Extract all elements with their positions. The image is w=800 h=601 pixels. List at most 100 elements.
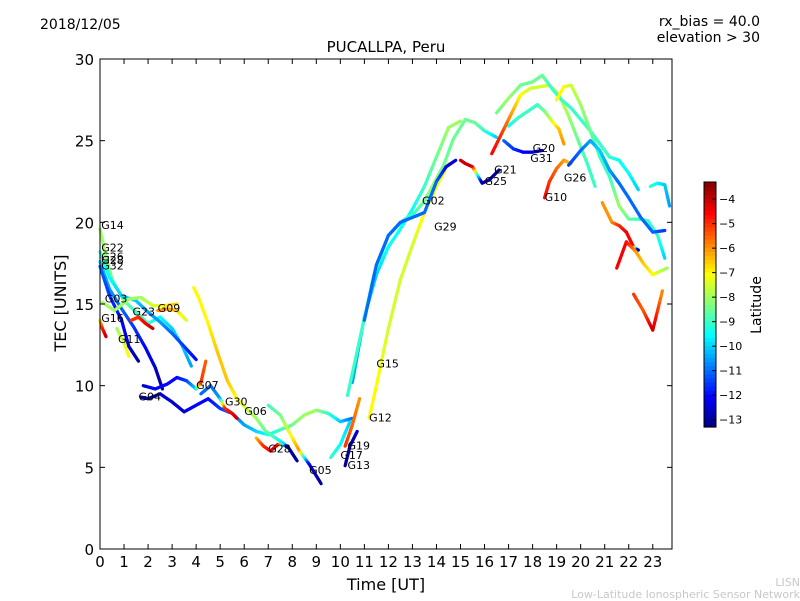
colorbar-band xyxy=(704,407,716,412)
trace-segment xyxy=(195,358,197,360)
x-tick-label: 17 xyxy=(499,553,518,571)
colorbar-band xyxy=(704,239,716,244)
x-tick-label: 5 xyxy=(215,553,225,571)
satellite-label: G04 xyxy=(138,390,161,403)
colorbar-band xyxy=(704,194,716,199)
satellite-label: G23 xyxy=(132,305,155,318)
x-tick-label: 14 xyxy=(427,553,446,571)
colorbar-band xyxy=(704,329,716,334)
trace-segment xyxy=(128,355,129,357)
plot-frame xyxy=(100,59,672,549)
trace-segment xyxy=(459,121,461,122)
colorbar-band xyxy=(704,227,716,232)
x-tick-label: 2 xyxy=(143,553,153,571)
trace-segment xyxy=(236,418,237,419)
colorbar-band xyxy=(704,243,716,248)
colorbar-tick-label: −13 xyxy=(719,414,742,427)
trace-segment xyxy=(190,363,191,366)
colorbar-band xyxy=(704,190,716,195)
colorbar-tick-label: −12 xyxy=(719,389,742,402)
colorbar-band xyxy=(704,358,716,363)
satellite-label: G26 xyxy=(564,172,587,185)
x-tick-label: 21 xyxy=(595,553,614,571)
colorbar-band xyxy=(704,378,716,383)
trace-segment xyxy=(185,319,186,320)
trace-g02 xyxy=(348,119,497,395)
satellite-label: G07 xyxy=(196,379,219,392)
satellite-label: G32 xyxy=(101,260,124,273)
trace-segment xyxy=(637,188,638,190)
trace-segment xyxy=(205,361,206,364)
trace-segment xyxy=(137,359,138,361)
colorbar-band xyxy=(704,354,716,359)
colorbar-band xyxy=(704,411,716,416)
colorbar-band xyxy=(704,415,716,420)
colorbar-tick-label: −8 xyxy=(719,291,735,304)
x-tick-label: 12 xyxy=(379,553,398,571)
colorbar-band xyxy=(704,280,716,285)
trace-segment xyxy=(356,431,357,433)
colorbar-tick-label: −11 xyxy=(719,365,742,378)
x-tick-label: 9 xyxy=(312,553,322,571)
colorbar: −13−12−11−10−9−8−7−6−5−4 xyxy=(704,182,742,428)
colorbar-band xyxy=(704,374,716,379)
colorbar-band xyxy=(704,215,716,220)
trace-segment xyxy=(563,142,564,144)
colorbar-band xyxy=(704,300,716,305)
x-tick-label: 3 xyxy=(167,553,177,571)
trace-g01b xyxy=(650,183,669,206)
x-tick-label: 19 xyxy=(547,553,566,571)
x-tick-label: 0 xyxy=(95,553,105,571)
x-tick-label: 4 xyxy=(191,553,201,571)
x-tick-label: 10 xyxy=(331,553,350,571)
trace-g20 xyxy=(509,105,564,144)
colorbar-band xyxy=(704,325,716,330)
x-tick-label: 22 xyxy=(619,553,638,571)
x-tick-label: 8 xyxy=(287,553,297,571)
colorbar-band xyxy=(704,333,716,338)
colorbar-band xyxy=(704,235,716,240)
satellite-label: G09 xyxy=(158,302,181,315)
colorbar-band xyxy=(704,366,716,371)
trace-segment xyxy=(661,291,662,296)
satellite-label: G06 xyxy=(244,405,267,418)
trace-segment xyxy=(320,481,322,483)
chart-title: PUCALLPA, Peru xyxy=(327,38,446,56)
colorbar-band xyxy=(704,292,716,297)
x-tick-label: 7 xyxy=(263,553,273,571)
colorbar-band xyxy=(704,207,716,212)
colorbar-tick-label: −9 xyxy=(719,316,735,329)
colorbar-band xyxy=(704,313,716,318)
satellite-label: G21 xyxy=(494,163,517,176)
trace-segment xyxy=(152,328,153,329)
satellite-label: G11 xyxy=(118,333,141,346)
colorbar-band xyxy=(704,349,716,354)
trace-segment xyxy=(296,459,297,461)
x-tick-label: 13 xyxy=(403,553,422,571)
colorbar-band xyxy=(704,276,716,281)
trace-g29 xyxy=(364,160,455,320)
trace-g24b xyxy=(634,291,663,330)
colorbar-band xyxy=(704,256,716,261)
satellite-label: G05 xyxy=(309,464,332,477)
colorbar-band xyxy=(704,382,716,387)
colorbar-band xyxy=(704,251,716,256)
colorbar-band xyxy=(704,260,716,265)
trace-g26 xyxy=(100,262,162,389)
colorbar-band xyxy=(704,219,716,224)
y-tick-label: 5 xyxy=(84,459,94,477)
colorbar-band xyxy=(704,231,716,236)
colorbar-band xyxy=(704,337,716,342)
satellite-label: G15 xyxy=(376,358,399,371)
y-tick-label: 0 xyxy=(84,541,94,559)
trace-segment xyxy=(594,184,595,187)
colorbar-band xyxy=(704,202,716,207)
footer-network: Low-Latitude Ionospheric Sensor Network xyxy=(571,588,800,601)
y-tick-label: 15 xyxy=(75,296,94,314)
trace-segment xyxy=(669,203,670,206)
colorbar-band xyxy=(704,288,716,293)
satellite-label: G02 xyxy=(422,194,445,207)
colorbar-band xyxy=(704,403,716,408)
colorbar-tick-label: −4 xyxy=(719,193,735,206)
x-tick-label: 18 xyxy=(523,553,542,571)
